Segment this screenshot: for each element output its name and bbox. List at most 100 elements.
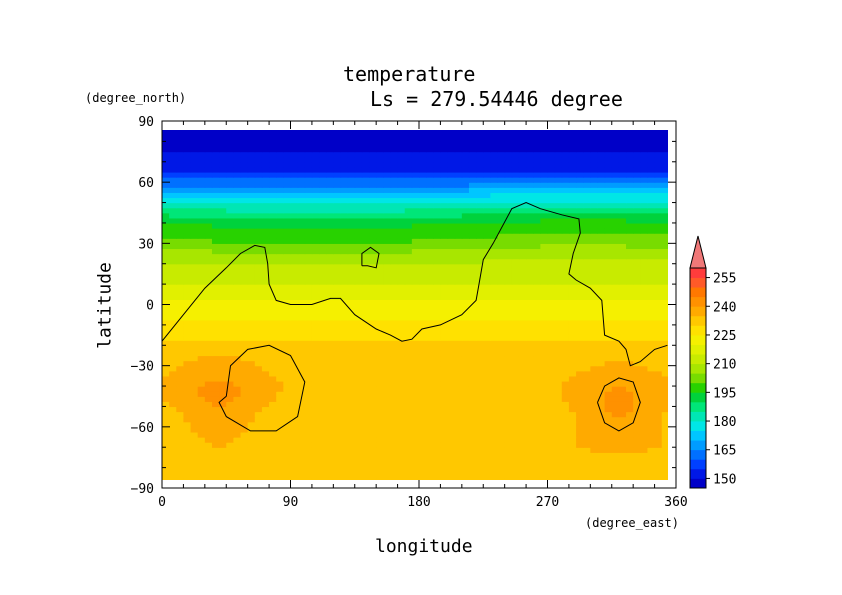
field-cell: [640, 212, 649, 219]
field-cell: [611, 452, 620, 459]
field-cell: [497, 375, 506, 382]
field-cell: [561, 207, 570, 214]
field-cell: [669, 406, 677, 412]
field-cell: [404, 477, 413, 480]
field-cell: [618, 467, 627, 474]
field-cell: [590, 202, 599, 209]
field-cell: [261, 386, 270, 392]
field-cell: [197, 248, 206, 255]
field-cell: [518, 156, 527, 163]
field-cell: [618, 289, 627, 295]
field-cell: [183, 391, 192, 397]
field-cell: [283, 238, 292, 244]
field-cell: [411, 156, 420, 163]
field-cell: [254, 263, 263, 270]
field-cell: [261, 329, 270, 336]
field-cell: [654, 467, 663, 474]
field-cell: [361, 477, 370, 480]
field-cell: [640, 401, 649, 408]
field-cell: [333, 406, 342, 413]
field-cell: [661, 166, 668, 173]
field-cell: [233, 166, 242, 173]
field-cell: [333, 212, 342, 219]
field-cell: [219, 386, 227, 392]
field-cell: [540, 447, 549, 453]
field-cell: [290, 319, 299, 326]
field-cell: [354, 192, 363, 199]
field-cell: [319, 457, 327, 464]
field-cell: [269, 370, 277, 377]
field-cell: [233, 350, 242, 357]
field-cell: [618, 258, 627, 265]
field-cell: [319, 273, 327, 280]
field-cell: [583, 457, 591, 464]
field-cell: [504, 294, 513, 301]
field-cell: [276, 304, 284, 311]
field-cell: [197, 228, 206, 234]
field-cell: [640, 279, 649, 285]
field-cell: [626, 243, 634, 250]
field-cell: [518, 401, 527, 408]
field-cell: [647, 212, 656, 219]
field-cell: [247, 151, 256, 158]
field-cell: [169, 263, 177, 270]
field-cell: [433, 401, 442, 408]
field-cell: [583, 472, 591, 479]
field-cell: [540, 452, 549, 459]
field-cell: [490, 406, 499, 413]
field-cell: [376, 197, 384, 204]
field-cell: [476, 437, 484, 443]
field-cell: [219, 324, 227, 331]
field-cell: [183, 136, 192, 142]
field-cell: [554, 141, 563, 148]
field-cell: [540, 202, 549, 209]
field-cell: [397, 177, 406, 183]
field-cell: [654, 442, 663, 448]
field-cell: [283, 253, 292, 260]
field-cell: [661, 279, 668, 285]
field-cell: [576, 411, 584, 418]
field-cell: [561, 202, 570, 209]
field-cell: [661, 467, 668, 474]
field-cell: [504, 136, 513, 142]
field-cell: [618, 177, 627, 183]
field-cell: [283, 421, 292, 428]
field-cell: [169, 406, 177, 413]
field-cell: [354, 233, 363, 239]
field-cell: [361, 222, 370, 229]
field-cell: [197, 391, 206, 397]
field-cell: [483, 233, 491, 239]
field-cell: [433, 477, 442, 480]
field-cell: [476, 457, 484, 464]
field-cell: [340, 233, 349, 239]
field-cell: [297, 171, 306, 178]
field-cell: [583, 238, 591, 244]
field-cell: [419, 248, 427, 255]
field-cell: [369, 386, 377, 392]
field-cell: [476, 258, 484, 265]
field-cell: [447, 294, 456, 301]
field-cell: [361, 197, 370, 204]
field-cell: [511, 391, 520, 397]
field-cell: [197, 411, 206, 418]
field-cell: [440, 294, 449, 301]
field-cell: [247, 233, 256, 239]
field-cell: [504, 258, 513, 265]
field-cell: [483, 268, 491, 275]
field-cell: [283, 309, 292, 316]
field-cell: [640, 151, 649, 158]
field-cell: [326, 202, 334, 209]
field-cell: [583, 386, 591, 392]
field-cell: [376, 411, 384, 418]
field-cell: [511, 171, 520, 178]
field-cell: [261, 141, 270, 148]
field-cell: [419, 197, 427, 204]
field-cell: [204, 472, 213, 479]
field-cell: [576, 182, 584, 188]
field-cell: [361, 263, 370, 270]
field-cell: [633, 380, 641, 387]
field-cell: [304, 263, 313, 270]
field-cell: [461, 212, 470, 219]
field-cell: [433, 151, 442, 158]
field-cell: [204, 442, 213, 448]
